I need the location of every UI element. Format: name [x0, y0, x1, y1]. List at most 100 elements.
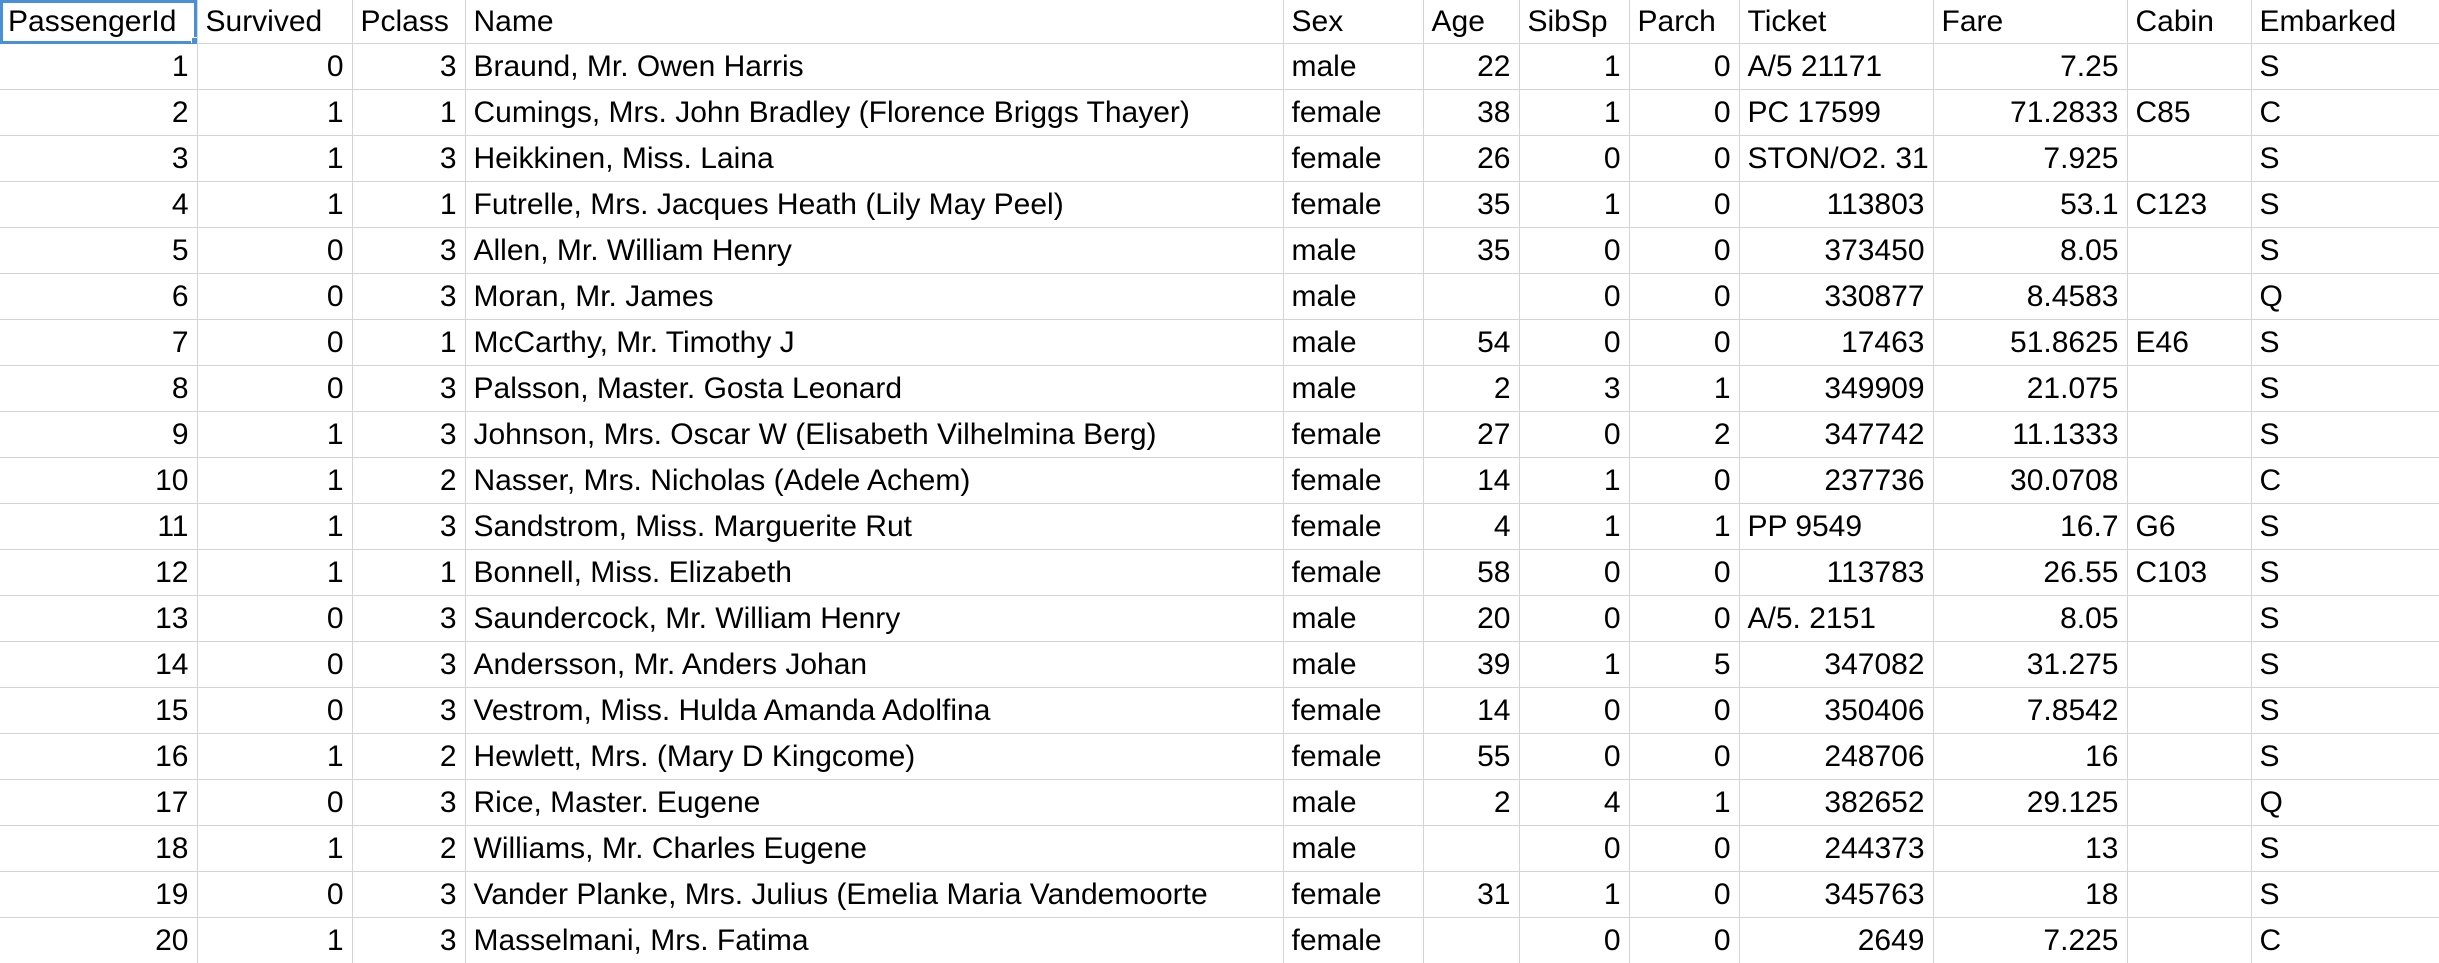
cell-sibsp[interactable]: 1: [1519, 457, 1630, 504]
cell-survived[interactable]: 1: [197, 135, 353, 182]
cell-cabin[interactable]: [2127, 411, 2252, 458]
cell-name[interactable]: Johnson, Mrs. Oscar W (Elisabeth Vilhelm…: [465, 411, 1284, 458]
cell-survived[interactable]: 1: [197, 917, 353, 963]
cell-parch[interactable]: 0: [1629, 549, 1740, 596]
cell-sex[interactable]: male: [1283, 273, 1424, 320]
cell-sibsp[interactable]: 0: [1519, 549, 1630, 596]
cell-embarked[interactable]: S: [2251, 365, 2439, 412]
cell-age[interactable]: 54: [1423, 319, 1520, 366]
column-header-name[interactable]: Name: [465, 0, 1284, 44]
cell-sibsp[interactable]: 0: [1519, 825, 1630, 872]
cell-ticket[interactable]: A/5 21171: [1739, 43, 1934, 90]
cell-fare[interactable]: 16.7: [1933, 503, 2128, 550]
cell-passengerid[interactable]: 7: [0, 319, 198, 366]
cell-pclass[interactable]: 3: [352, 595, 466, 642]
column-header-ticket[interactable]: Ticket: [1739, 0, 1934, 44]
cell-sex[interactable]: female: [1283, 135, 1424, 182]
cell-ticket[interactable]: 113783: [1739, 549, 1934, 596]
cell-passengerid[interactable]: 8: [0, 365, 198, 412]
cell-cabin[interactable]: [2127, 871, 2252, 918]
cell-name[interactable]: Masselmani, Mrs. Fatima: [465, 917, 1284, 963]
cell-sibsp[interactable]: 0: [1519, 319, 1630, 366]
cell-name[interactable]: Braund, Mr. Owen Harris: [465, 43, 1284, 90]
cell-parch[interactable]: 0: [1629, 273, 1740, 320]
column-header-parch[interactable]: Parch: [1629, 0, 1740, 44]
cell-embarked[interactable]: S: [2251, 871, 2439, 918]
cell-pclass[interactable]: 3: [352, 43, 466, 90]
cell-fare[interactable]: 26.55: [1933, 549, 2128, 596]
cell-survived[interactable]: 1: [197, 457, 353, 504]
cell-fare[interactable]: 16: [1933, 733, 2128, 780]
cell-passengerid[interactable]: 4: [0, 181, 198, 228]
cell-cabin[interactable]: [2127, 227, 2252, 274]
cell-name[interactable]: Saundercock, Mr. William Henry: [465, 595, 1284, 642]
cell-embarked[interactable]: S: [2251, 733, 2439, 780]
cell-age[interactable]: 35: [1423, 181, 1520, 228]
cell-ticket[interactable]: 382652: [1739, 779, 1934, 826]
cell-age[interactable]: 2: [1423, 779, 1520, 826]
cell-sibsp[interactable]: 4: [1519, 779, 1630, 826]
cell-parch[interactable]: 1: [1629, 503, 1740, 550]
cell-age[interactable]: [1423, 917, 1520, 963]
cell-fare[interactable]: 53.1: [1933, 181, 2128, 228]
cell-cabin[interactable]: [2127, 917, 2252, 963]
cell-age[interactable]: 22: [1423, 43, 1520, 90]
column-header-fare[interactable]: Fare: [1933, 0, 2128, 44]
cell-sibsp[interactable]: 1: [1519, 503, 1630, 550]
cell-ticket[interactable]: 237736: [1739, 457, 1934, 504]
cell-survived[interactable]: 1: [197, 825, 353, 872]
cell-sibsp[interactable]: 0: [1519, 595, 1630, 642]
cell-sex[interactable]: female: [1283, 411, 1424, 458]
cell-pclass[interactable]: 3: [352, 687, 466, 734]
cell-ticket[interactable]: 347082: [1739, 641, 1934, 688]
cell-passengerid[interactable]: 2: [0, 89, 198, 136]
cell-embarked[interactable]: S: [2251, 227, 2439, 274]
cell-passengerid[interactable]: 11: [0, 503, 198, 550]
cell-parch[interactable]: 0: [1629, 89, 1740, 136]
column-header-pclass[interactable]: Pclass: [352, 0, 466, 44]
cell-sibsp[interactable]: 0: [1519, 687, 1630, 734]
cell-sex[interactable]: male: [1283, 779, 1424, 826]
cell-ticket[interactable]: 248706: [1739, 733, 1934, 780]
cell-parch[interactable]: 0: [1629, 227, 1740, 274]
cell-cabin[interactable]: [2127, 825, 2252, 872]
cell-fare[interactable]: 11.1333: [1933, 411, 2128, 458]
cell-age[interactable]: 38: [1423, 89, 1520, 136]
cell-fare[interactable]: 21.075: [1933, 365, 2128, 412]
cell-survived[interactable]: 0: [197, 871, 353, 918]
cell-fare[interactable]: 29.125: [1933, 779, 2128, 826]
cell-embarked[interactable]: S: [2251, 181, 2439, 228]
cell-sibsp[interactable]: 1: [1519, 641, 1630, 688]
cell-fare[interactable]: 7.25: [1933, 43, 2128, 90]
cell-pclass[interactable]: 3: [352, 503, 466, 550]
cell-parch[interactable]: 5: [1629, 641, 1740, 688]
cell-age[interactable]: 31: [1423, 871, 1520, 918]
cell-age[interactable]: 14: [1423, 457, 1520, 504]
cell-cabin[interactable]: [2127, 135, 2252, 182]
cell-fare[interactable]: 7.8542: [1933, 687, 2128, 734]
cell-parch[interactable]: 0: [1629, 43, 1740, 90]
cell-survived[interactable]: 0: [197, 641, 353, 688]
cell-pclass[interactable]: 3: [352, 273, 466, 320]
fill-handle[interactable]: [190, 37, 196, 43]
cell-sibsp[interactable]: 3: [1519, 365, 1630, 412]
cell-sex[interactable]: female: [1283, 549, 1424, 596]
cell-passengerid[interactable]: 18: [0, 825, 198, 872]
cell-fare[interactable]: 8.05: [1933, 595, 2128, 642]
cell-fare[interactable]: 71.2833: [1933, 89, 2128, 136]
cell-passengerid[interactable]: 15: [0, 687, 198, 734]
cell-passengerid[interactable]: 12: [0, 549, 198, 596]
cell-ticket[interactable]: 2649: [1739, 917, 1934, 963]
cell-parch[interactable]: 2: [1629, 411, 1740, 458]
cell-name[interactable]: Vander Planke, Mrs. Julius (Emelia Maria…: [465, 871, 1284, 918]
cell-pclass[interactable]: 2: [352, 733, 466, 780]
cell-pclass[interactable]: 3: [352, 227, 466, 274]
cell-cabin[interactable]: [2127, 457, 2252, 504]
cell-age[interactable]: 58: [1423, 549, 1520, 596]
cell-ticket[interactable]: 347742: [1739, 411, 1934, 458]
cell-pclass[interactable]: 3: [352, 411, 466, 458]
cell-cabin[interactable]: G6: [2127, 503, 2252, 550]
cell-sex[interactable]: female: [1283, 89, 1424, 136]
cell-sibsp[interactable]: 0: [1519, 227, 1630, 274]
cell-passengerid[interactable]: 5: [0, 227, 198, 274]
